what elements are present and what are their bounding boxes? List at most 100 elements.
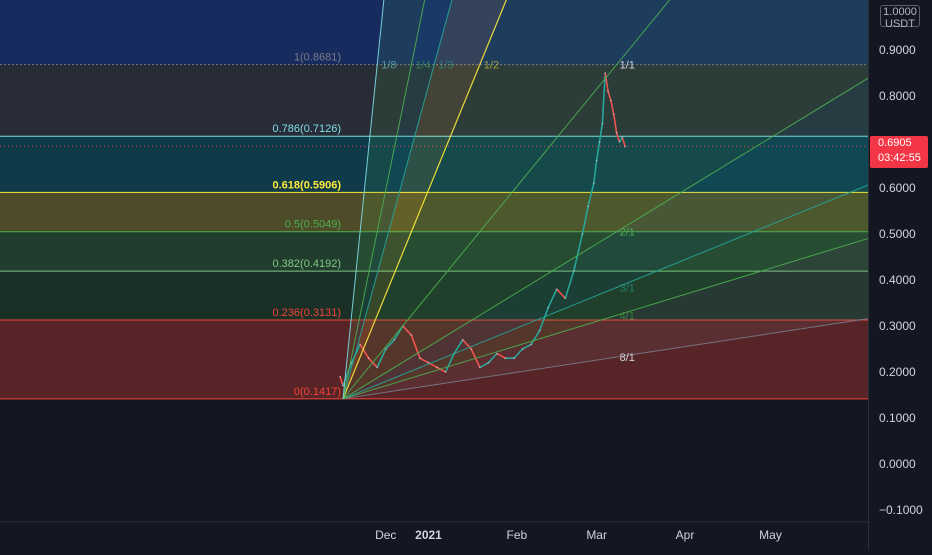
gann-fan-ray (342, 184, 868, 400)
price-point (461, 338, 464, 341)
gann-ray-label: 1/1 (620, 60, 635, 72)
price-point (384, 348, 387, 350)
fib-zone-0786-0618 (0, 136, 868, 193)
price-segment (612, 114, 618, 133)
price-segment (513, 348, 524, 359)
price-segment (436, 366, 446, 373)
fib-level-label: 0.382(0.4192) (273, 258, 342, 270)
last-price-value: 0.6905 (878, 137, 912, 149)
price-segment (393, 325, 404, 341)
fib-level-label: 0.5(0.5049) (285, 219, 341, 231)
gann-ray-label: 3/1 (620, 282, 635, 294)
price-point (436, 366, 438, 369)
price-point (444, 371, 447, 373)
gann-ray-label: 1/8 (381, 60, 396, 72)
gann-fan-ray (342, 0, 671, 400)
gann-fan-zone (343, 0, 868, 399)
price-axis-tick-label: 0.2000 (879, 365, 916, 379)
price-point (610, 99, 612, 102)
price-segment (376, 348, 387, 368)
fib-zone-above-1 (0, 0, 868, 65)
price-scale[interactable]: 0.90000.80000.70000.60000.50000.40000.30… (868, 0, 932, 550)
currency-unit: USDT (885, 18, 915, 30)
price-point (547, 306, 550, 309)
price-axis-tick-label: 0.6000 (879, 181, 916, 195)
gann-fan-ray (342, 318, 868, 400)
price-segment (621, 137, 626, 147)
time-axis-tick-label: Apr (676, 528, 695, 542)
price-point (359, 343, 361, 346)
price-segment (453, 339, 464, 355)
price-segment (556, 288, 566, 299)
price-axis-tick-label: −0.1000 (879, 503, 923, 517)
price-segment (595, 141, 601, 161)
price-point (601, 122, 604, 125)
price-point (598, 141, 601, 143)
time-axis-tick-label: 2021 (415, 528, 442, 542)
price-segment (410, 334, 421, 359)
price-segment (339, 376, 344, 387)
price-point (470, 348, 473, 350)
price-point (376, 366, 379, 369)
time-axis-tick-label: Dec (375, 528, 396, 542)
price-segment (419, 357, 429, 364)
bar-countdown: 03:42:55 (878, 152, 921, 164)
time-axis-tick-label: Mar (586, 528, 607, 542)
price-axis-tick-label: 0.1000 (879, 411, 916, 425)
price-segment (487, 353, 498, 364)
gann-fan-ray (342, 77, 868, 400)
price-point (607, 90, 609, 93)
price-point (587, 205, 589, 208)
time-axis-tick-label: Feb (507, 528, 528, 542)
fib-zone-0236-0 (0, 319, 868, 399)
price-point (478, 366, 481, 369)
price-segment (601, 72, 606, 124)
price-point (487, 361, 490, 364)
price-point (339, 375, 342, 378)
price-segment (564, 270, 575, 299)
last-price-tag: 0.6905 03:42:55 (870, 136, 928, 168)
price-point (612, 113, 615, 116)
price-point (530, 343, 532, 346)
fib-zone-0618-05 (0, 192, 868, 232)
gann-ray-label: 4/1 (620, 310, 635, 322)
price-point (624, 145, 627, 148)
fib-level-label: 0(0.1417) (294, 386, 341, 398)
price-point (564, 297, 567, 300)
price-point (410, 334, 413, 337)
price-point (615, 131, 618, 134)
price-segment (385, 339, 395, 350)
price-segment (496, 352, 506, 359)
price-point (581, 233, 584, 235)
price-segment (538, 307, 549, 331)
fib-zone-0382-0236 (0, 271, 868, 320)
price-axis-tick-label: 0.0000 (879, 457, 916, 471)
price-point (367, 357, 370, 360)
price-axis-tick-label: 0.4000 (879, 273, 916, 287)
price-segment (610, 100, 615, 115)
price-segment (598, 123, 604, 143)
price-point (604, 72, 607, 74)
fib-level-label: 0.618(0.5906) (273, 179, 342, 191)
price-point (555, 288, 558, 291)
price-segment (615, 132, 621, 143)
price-segment (587, 183, 595, 207)
time-axis-tick-label: May (759, 528, 782, 542)
price-point (621, 136, 624, 139)
price-point (513, 357, 515, 360)
price-scale-top-value: 1.0000 (883, 6, 917, 18)
currency-label[interactable]: 1.0000 USDT (880, 5, 920, 30)
price-point (496, 352, 498, 355)
gann-ray-label: 1/2 (484, 60, 499, 72)
price-axis-tick-label: 0.5000 (879, 227, 916, 241)
price-point (393, 338, 396, 341)
gann-ray-label: 1/3 (438, 60, 453, 72)
price-point (538, 329, 541, 332)
price-axis-tick-label: 0.9000 (879, 43, 916, 57)
price-segment (593, 160, 598, 184)
price-segment (402, 325, 412, 336)
price-point (618, 141, 621, 143)
price-axis-tick-label: 0.3000 (879, 319, 916, 333)
